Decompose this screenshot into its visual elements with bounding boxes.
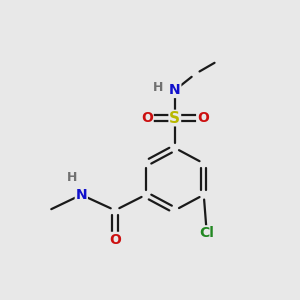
Text: S: S xyxy=(169,110,180,125)
Text: N: N xyxy=(169,83,181,97)
Text: O: O xyxy=(197,111,209,125)
Text: H: H xyxy=(153,81,163,94)
Text: N: N xyxy=(76,188,87,202)
Text: O: O xyxy=(141,111,153,125)
Text: Cl: Cl xyxy=(199,226,214,240)
Text: H: H xyxy=(67,171,77,184)
Text: O: O xyxy=(109,232,121,247)
